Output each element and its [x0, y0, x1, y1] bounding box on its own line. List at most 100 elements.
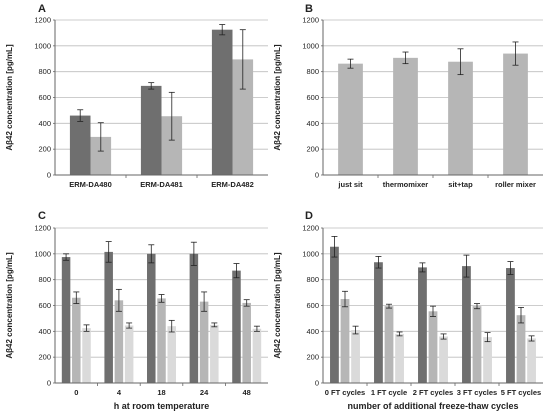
- x-tick-label-c-0: 0: [74, 388, 78, 397]
- y-tick-label-1200: 1200: [302, 224, 319, 233]
- y-tick-label-400: 400: [306, 119, 319, 128]
- x-tick-label-d-3: 3 FT cycles: [457, 388, 497, 397]
- bar-d-3-1: [472, 306, 482, 383]
- x-tick-label-d-1: 1 FT cycle: [371, 388, 407, 397]
- y-axis-label-d: Aβ42 concentration [pg/mL]: [273, 252, 282, 359]
- panel-letter-c: C: [38, 210, 46, 222]
- y-tick-label-1000: 1000: [302, 41, 319, 50]
- y-tick-label-400: 400: [306, 327, 319, 336]
- bar-c-1-1: [114, 300, 124, 383]
- bar-b-3-0: [503, 53, 528, 176]
- y-tick-label-1200: 1200: [34, 16, 51, 25]
- y-tick-label-600: 600: [306, 93, 319, 102]
- y-tick-label-200: 200: [38, 353, 51, 362]
- x-tick-label-a-0: ERM-DA480: [69, 180, 112, 189]
- panel-b: 0 200 400 600 800 1000 1200 just sit thermomixer…: [273, 3, 543, 189]
- bar-c-0-0: [61, 257, 71, 383]
- y-tick-label-1000: 1000: [34, 249, 51, 258]
- y-tick-label-800: 800: [38, 67, 51, 76]
- bar-c-1-2: [124, 325, 134, 383]
- panel-letter-b: B: [305, 3, 313, 15]
- y-tick-label-1200: 1200: [302, 16, 319, 25]
- bar-d-4-0: [506, 268, 515, 383]
- bar-c-0-2: [82, 328, 91, 383]
- bar-c-3-1: [199, 301, 209, 383]
- bar-d-4-1: [516, 315, 526, 383]
- bar-d-0-0: [330, 246, 339, 383]
- bar-a-2-0: [211, 29, 233, 175]
- bar-d-1-1: [384, 306, 394, 383]
- y-axis-label-c: Aβ42 concentration [pg/mL]: [5, 252, 14, 359]
- y-tick-label-600: 600: [306, 301, 319, 310]
- bar-d-1-2: [395, 333, 404, 383]
- bar-d-2-1: [428, 311, 438, 383]
- x-tick-label-d-2: 2 FT cycles: [413, 388, 453, 397]
- bar-c-4-1: [242, 302, 251, 383]
- bar-a-0-1: [90, 136, 112, 175]
- bar-b-2-0: [448, 61, 473, 175]
- panel-c: 0 200 400 600 800 1000 1200 0 4 18 24 48 C Aβ42 conce…: [5, 210, 268, 411]
- y-tick-label-1200: 1200: [34, 224, 51, 233]
- x-tick-label-c-3: 24: [200, 388, 209, 397]
- y-tick-label-400: 400: [38, 119, 51, 128]
- x-tick-label-a-1: ERM-DA481: [140, 180, 183, 189]
- y-tick-label-800: 800: [306, 275, 319, 284]
- bar-d-4-2: [527, 338, 536, 383]
- bar-a-1-0: [140, 85, 162, 175]
- x-tick-label-b-3: roller mixer: [495, 180, 536, 189]
- x-tick-label-a-2: ERM-DA482: [211, 180, 254, 189]
- y-tick-label-0: 0: [47, 171, 51, 180]
- bar-d-2-2: [439, 336, 448, 383]
- panel-d: 0 200 400 600 800 1000 1200 0 FT cycles 1 FT cyc…: [273, 210, 543, 411]
- x-tick-label-c-2: 18: [157, 388, 165, 397]
- bar-c-2-0: [147, 253, 156, 383]
- bar-b-1-0: [393, 57, 418, 175]
- y-axis-label-b: Aβ42 concentration [pg/mL]: [273, 44, 282, 151]
- x-tick-label-b-1: thermomixer: [383, 180, 429, 189]
- panel-a: 0 200 400 600 800 1000 1200 ERM-DA480 ERM-DA481 E…: [5, 3, 268, 189]
- y-tick-label-200: 200: [306, 353, 319, 362]
- panel-letter-a: A: [38, 3, 46, 15]
- y-tick-label-400: 400: [38, 327, 51, 336]
- bar-c-0-1: [72, 297, 81, 383]
- y-tick-label-0: 0: [315, 171, 319, 180]
- bar-d-3-0: [462, 266, 471, 383]
- bar-c-4-2: [252, 328, 262, 383]
- bar-d-1-0: [374, 262, 383, 383]
- y-tick-label-800: 800: [306, 67, 319, 76]
- bar-c-3-0: [189, 253, 199, 383]
- x-tick-label-c-4: 48: [243, 388, 251, 397]
- x-tick-label-d-4: 5 FT cycles: [501, 388, 541, 397]
- bar-c-2-1: [157, 298, 166, 383]
- y-tick-label-0: 0: [315, 379, 319, 388]
- bar-b-0-0: [338, 63, 363, 175]
- y-tick-label-1000: 1000: [34, 41, 51, 50]
- bar-d-0-2: [351, 330, 360, 383]
- bar-d-2-0: [418, 267, 427, 383]
- bar-d-3-2: [483, 337, 492, 383]
- y-tick-label-600: 600: [38, 93, 51, 102]
- bar-a-0-0: [69, 115, 91, 175]
- panel-letter-d: D: [305, 210, 313, 222]
- x-axis-label-c: h at room temperature: [114, 401, 210, 411]
- x-tick-label-b-2: sit+tap: [448, 180, 473, 189]
- y-tick-label-200: 200: [306, 145, 319, 154]
- x-tick-label-b-0: just sit: [337, 180, 363, 189]
- y-tick-label-600: 600: [38, 301, 51, 310]
- y-axis-label-a: Aβ42 concentration [pg/mL]: [5, 44, 14, 151]
- y-tick-label-0: 0: [47, 379, 51, 388]
- y-tick-label-200: 200: [38, 145, 51, 154]
- bar-c-4-0: [232, 270, 241, 383]
- y-tick-label-1000: 1000: [302, 249, 319, 258]
- y-tick-label-800: 800: [38, 275, 51, 284]
- bar-c-3-2: [210, 324, 219, 383]
- bar-a-1-1: [161, 116, 183, 175]
- bar-c-1-0: [104, 251, 113, 383]
- x-tick-label-d-0: 0 FT cycles: [325, 388, 365, 397]
- bar-a-2-1: [232, 59, 254, 176]
- x-tick-label-c-1: 4: [117, 388, 122, 397]
- bar-d-0-1: [340, 299, 350, 383]
- bar-c-2-2: [167, 326, 176, 383]
